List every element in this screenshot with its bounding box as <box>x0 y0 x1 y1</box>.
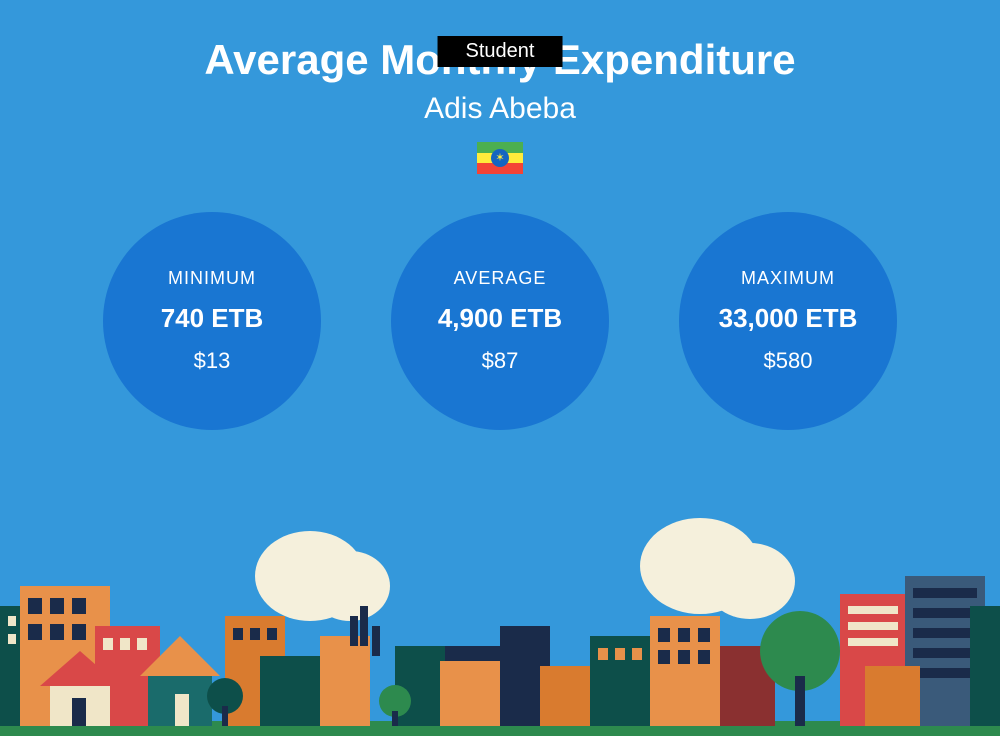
stat-usd: $13 <box>194 348 231 374</box>
stats-row: MINIMUM 740 ETB $13 AVERAGE 4,900 ETB $8… <box>0 212 1000 430</box>
stat-usd: $87 <box>482 348 519 374</box>
stat-minimum: MINIMUM 740 ETB $13 <box>103 212 321 430</box>
category-badge: Student <box>438 36 563 67</box>
stat-label: MAXIMUM <box>741 268 835 289</box>
stat-value: 4,900 ETB <box>438 303 562 334</box>
cityscape-illustration <box>0 516 1000 736</box>
stat-value: 740 ETB <box>161 303 264 334</box>
stat-maximum: MAXIMUM 33,000 ETB $580 <box>679 212 897 430</box>
flag-stripe-yellow: ✶ <box>477 153 523 164</box>
stat-label: AVERAGE <box>454 268 547 289</box>
stat-usd: $580 <box>764 348 813 374</box>
stat-label: MINIMUM <box>168 268 256 289</box>
stat-average: AVERAGE 4,900 ETB $87 <box>391 212 609 430</box>
city-subtitle: Adis Abeba <box>0 92 1000 126</box>
country-flag: ✶ <box>477 142 523 174</box>
flag-emblem: ✶ <box>491 149 509 167</box>
stat-value: 33,000 ETB <box>719 303 858 334</box>
badge-text: Student <box>466 40 535 62</box>
